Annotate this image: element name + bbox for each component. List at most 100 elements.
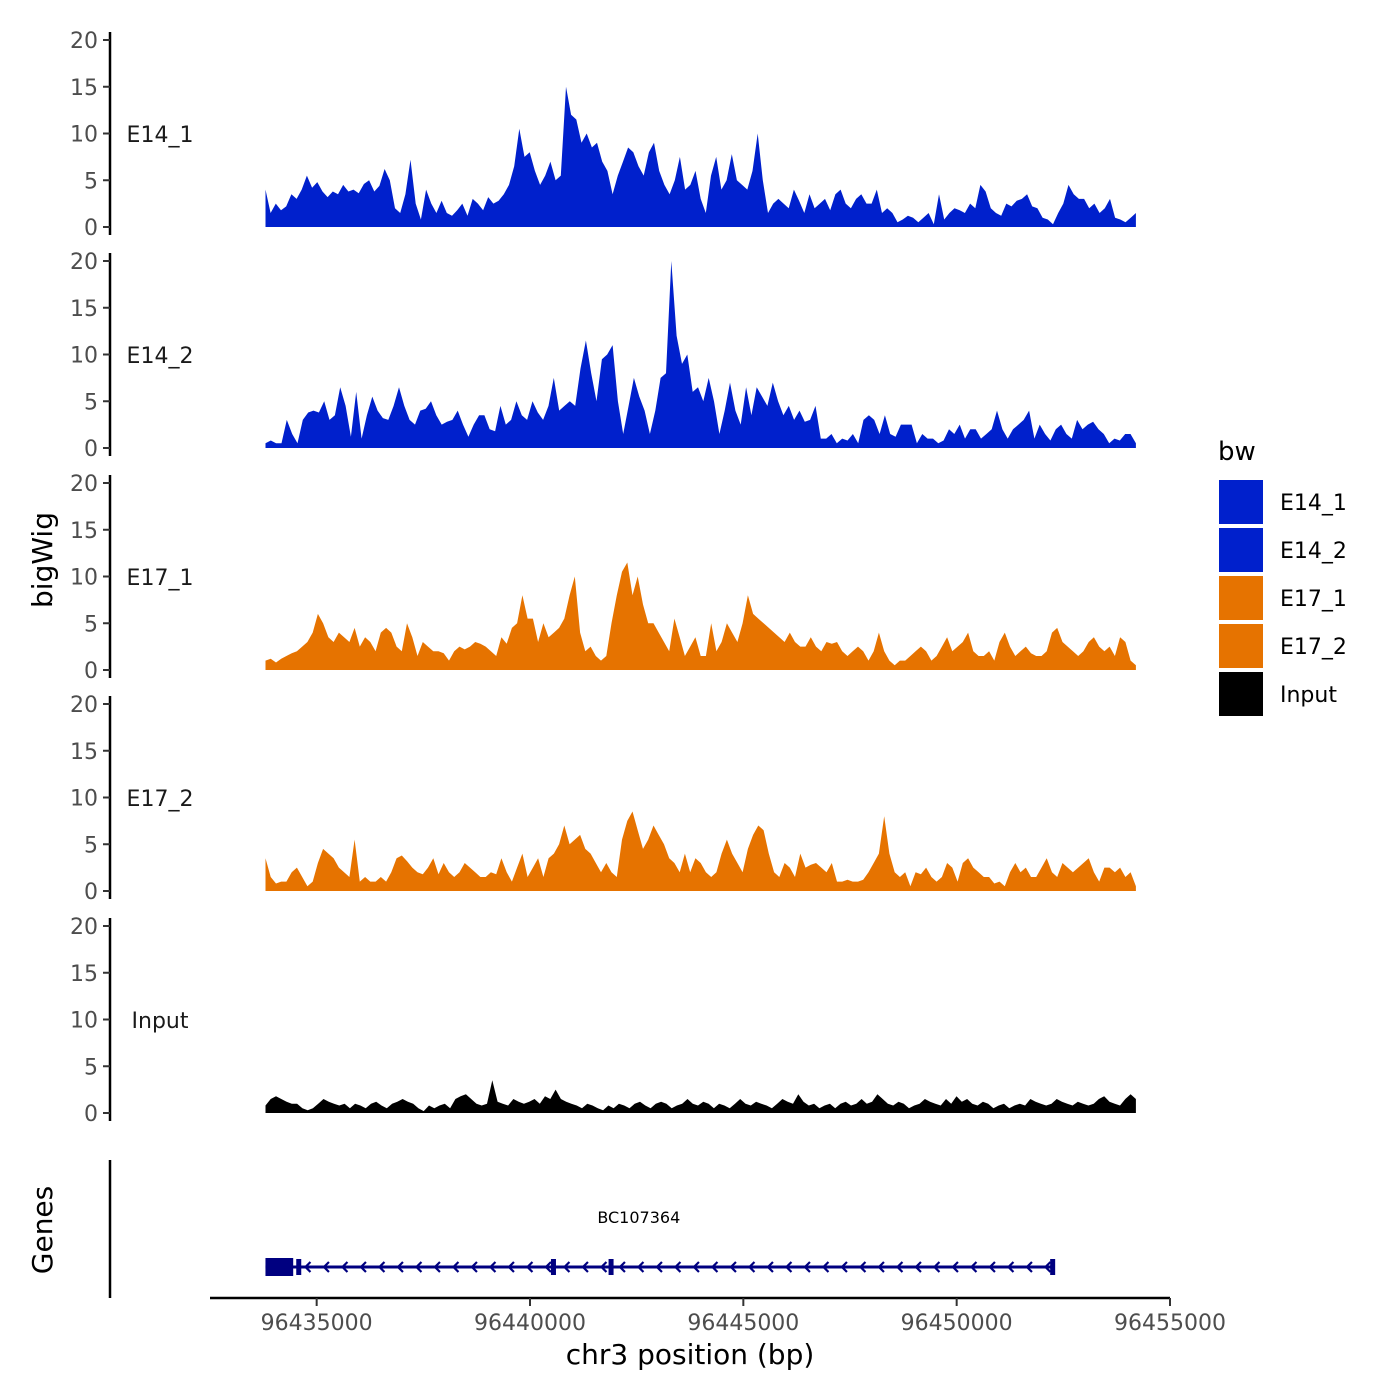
y-tick-label: 20 — [70, 693, 98, 718]
legend-item: E17_1 — [1219, 576, 1347, 620]
y-tick-label: 0 — [84, 437, 98, 462]
strand-arrow — [636, 1261, 645, 1273]
strand-arrow — [377, 1261, 386, 1273]
strand-arrow — [451, 1261, 460, 1273]
strand-arrow — [396, 1261, 404, 1273]
strand-arrow — [340, 1261, 349, 1273]
y-tick-label: 20 — [70, 29, 98, 54]
strand-arrow — [729, 1261, 737, 1273]
gene-exon — [608, 1259, 614, 1275]
strand-arrow — [1006, 1261, 1015, 1273]
strand-arrow — [673, 1261, 682, 1273]
strand-arrow — [414, 1261, 423, 1273]
strand-arrow — [581, 1261, 589, 1273]
strand-arrow — [599, 1261, 608, 1273]
strand-arrow — [877, 1261, 885, 1273]
strand-arrow — [784, 1261, 793, 1273]
y-tick-label: 10 — [70, 566, 98, 591]
strand-arrow — [858, 1261, 867, 1273]
track-label: E17_2 — [127, 787, 194, 812]
y-tick-label: 15 — [70, 962, 98, 987]
y-tick-label: 15 — [70, 740, 98, 765]
legend-label: E14_2 — [1280, 539, 1347, 564]
coverage-area-e17-2 — [265, 811, 1136, 891]
strand-arrow — [470, 1261, 478, 1273]
strand-arrow — [692, 1261, 700, 1273]
y-tick-label: 20 — [70, 250, 98, 275]
gene-exon — [1050, 1259, 1056, 1275]
legend-swatch — [1219, 576, 1263, 620]
strand-arrow — [488, 1261, 497, 1273]
y-tick-label: 5 — [84, 1055, 98, 1080]
strand-arrow — [1043, 1261, 1052, 1273]
legend-item: Input — [1219, 672, 1337, 716]
y-tick-label: 15 — [70, 519, 98, 544]
track-label: E14_2 — [127, 344, 194, 369]
legend-swatch — [1219, 624, 1263, 668]
y-tick-label: 5 — [84, 390, 98, 415]
legend-swatch — [1219, 480, 1263, 524]
strand-arrow — [303, 1261, 312, 1273]
gene-exon — [550, 1259, 556, 1275]
legend-item: E17_2 — [1219, 624, 1347, 668]
coverage-area-e14-2 — [265, 261, 1136, 448]
x-tick-label: 96450000 — [901, 1311, 1013, 1336]
gene-track-title: Genes — [26, 1186, 59, 1274]
track-label: E14_1 — [127, 123, 194, 148]
coverage-tracks: 0 5 10 15 20 E14_1 0 5 10 15 20 E14_2 0 5 10 15 20 E17_1 0… — [70, 29, 1136, 1127]
strand-arrow — [803, 1261, 811, 1273]
legend-title: bw — [1218, 437, 1256, 467]
strand-arrow — [544, 1261, 552, 1273]
legend-label: Input — [1280, 683, 1337, 708]
strand-arrow — [821, 1261, 830, 1273]
strand-arrow — [895, 1261, 904, 1273]
track-e14-2: 0 5 10 15 20 E14_2 — [70, 250, 1136, 462]
y-tick-label: 5 — [84, 833, 98, 858]
strand-arrow — [359, 1261, 367, 1273]
strand-arrow — [914, 1261, 922, 1273]
track-label: Input — [132, 1009, 189, 1034]
gene-exon-block — [265, 1258, 294, 1276]
y-tick-label: 20 — [70, 915, 98, 940]
y-tick-label: 10 — [70, 1009, 98, 1034]
coverage-area-input — [265, 1080, 1136, 1113]
legend-item: E14_2 — [1219, 528, 1347, 572]
x-tick-label: 96435000 — [261, 1311, 373, 1336]
x-axis: 96435000 96440000 96445000 96450000 96455000 — [210, 1296, 1226, 1336]
strand-arrow — [951, 1261, 959, 1273]
strand-arrow — [433, 1261, 441, 1273]
coverage-area-e17-1 — [265, 562, 1136, 670]
strand-arrow — [969, 1261, 978, 1273]
strand-arrow — [988, 1261, 996, 1273]
y-tick-label: 20 — [70, 472, 98, 497]
y-tick-label: 5 — [84, 169, 98, 194]
track-label: E17_1 — [127, 566, 194, 591]
y-tick-label: 15 — [70, 297, 98, 322]
track-e17-1: 0 5 10 15 20 E17_1 — [70, 472, 1136, 684]
y-tick-label: 10 — [70, 123, 98, 148]
coverage-area-e14-1 — [265, 86, 1136, 227]
gene-exon — [296, 1259, 302, 1275]
strand-arrow — [655, 1261, 663, 1273]
strand-arrow — [525, 1261, 534, 1273]
y-tick-label: 0 — [84, 216, 98, 241]
y-tick-label: 0 — [84, 880, 98, 905]
track-input: 0 5 10 15 20 Input — [70, 915, 1136, 1127]
strand-arrow — [562, 1261, 571, 1273]
x-tick-label: 96440000 — [474, 1311, 586, 1336]
track-e17-2: 0 5 10 15 20 E17_2 — [70, 693, 1136, 905]
strand-arrow — [747, 1261, 756, 1273]
strand-arrow — [932, 1261, 941, 1273]
strand-arrow — [507, 1261, 515, 1273]
x-tick-label: 96445000 — [687, 1311, 799, 1336]
gene-name-label: BC107364 — [597, 1208, 680, 1227]
legend-label: E14_1 — [1280, 491, 1347, 516]
y-tick-label: 15 — [70, 76, 98, 101]
strand-arrow — [1025, 1261, 1033, 1273]
legend-swatch — [1219, 528, 1263, 572]
x-tick-label: 96455000 — [1114, 1311, 1226, 1336]
y-tick-label: 10 — [70, 787, 98, 812]
legend: bw E14_1 E14_2 E17_1 E17_2 Input — [1218, 437, 1347, 716]
y-tick-label: 10 — [70, 344, 98, 369]
